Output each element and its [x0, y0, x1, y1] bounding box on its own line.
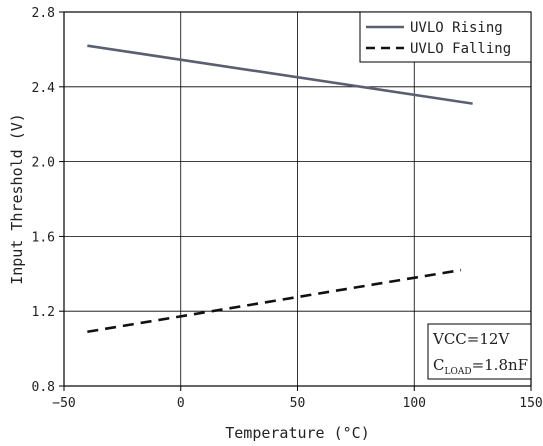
grid-lines	[64, 12, 531, 386]
y-tick-label: 2.0	[32, 156, 55, 171]
tick-labels: −50 0 50 100 150 0.8 1.2 1.6 2.0 2.4 2.8	[32, 6, 543, 411]
legend-label-uvlo-rising: UVLO Rising	[410, 20, 503, 36]
tick-marks	[59, 11, 532, 391]
condition-cload-symbol: C	[433, 356, 444, 374]
legend-box	[359, 11, 532, 63]
series-layer	[87, 44, 473, 334]
x-axis-label: Temperature (°C)	[225, 424, 370, 442]
x-tick-label: −50	[52, 396, 75, 411]
y-tick-label: 2.8	[32, 6, 55, 21]
test-conditions-box: VCC=12V CLOAD=1.8nF	[427, 323, 532, 380]
series-line-uvlo-rising	[87, 44, 473, 105]
x-tick-label: 100	[403, 396, 426, 411]
x-tick-label: 150	[519, 396, 542, 411]
condition-cload: CLOAD=1.8nF	[433, 356, 528, 377]
y-tick-label: 1.6	[32, 230, 55, 245]
legend: UVLO Rising UVLO Falling	[359, 11, 532, 63]
y-tick-label: 1.2	[32, 305, 55, 320]
y-tick-label: 2.4	[32, 81, 56, 96]
y-tick-label: 0.8	[32, 380, 55, 395]
x-tick-label: 50	[290, 396, 306, 411]
legend-label-uvlo-falling: UVLO Falling	[410, 41, 511, 57]
series-line-uvlo-falling	[87, 268, 462, 334]
conditions-box-frame	[427, 323, 532, 380]
x-tick-label: 0	[177, 396, 185, 411]
condition-cload-subscript: LOAD	[444, 367, 471, 377]
condition-cload-value: =1.8nF	[472, 356, 529, 374]
condition-vcc: VCC=12V	[432, 330, 510, 348]
y-axis-label: Input Threshold (V)	[8, 113, 26, 285]
